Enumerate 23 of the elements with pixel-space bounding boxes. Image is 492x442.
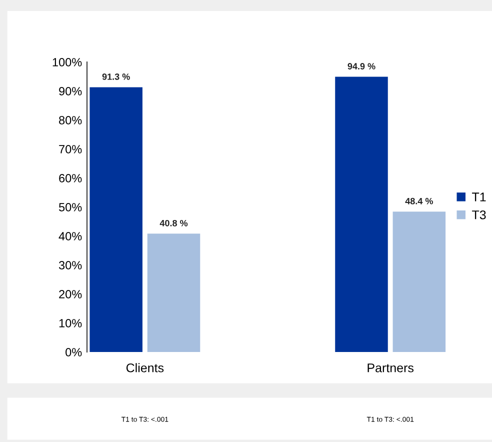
bar bbox=[335, 76, 388, 352]
x-tick-label: Partners bbox=[368, 364, 414, 372]
y-tick-label: 10% bbox=[59, 319, 82, 328]
x-tick-label: Clients bbox=[126, 363, 164, 372]
bar bbox=[147, 234, 200, 352]
data-label: 91.3 % bbox=[102, 73, 130, 80]
data-label: 40.8 % bbox=[160, 220, 188, 226]
y-tick-label: 30% bbox=[58, 261, 82, 270]
y-tick-label: 40% bbox=[58, 232, 82, 240]
y-tick-label: 20% bbox=[59, 290, 82, 298]
legend-label: T1 bbox=[472, 192, 486, 202]
y-tick-label: 100% bbox=[52, 58, 82, 66]
y-tick-label: 0% bbox=[66, 348, 82, 356]
y-tick-label: 70% bbox=[59, 145, 82, 154]
y-tick-label: 80% bbox=[59, 116, 82, 124]
bar bbox=[90, 87, 142, 352]
data-label: 48.4 % bbox=[405, 198, 433, 204]
legend-label: T3 bbox=[472, 210, 486, 220]
y-tick-label: 50% bbox=[58, 203, 82, 212]
data-label: 94.9 % bbox=[348, 63, 376, 70]
y-tick-label: 90% bbox=[59, 87, 82, 96]
y-tick-label: 60% bbox=[59, 174, 82, 182]
bar bbox=[392, 212, 446, 352]
